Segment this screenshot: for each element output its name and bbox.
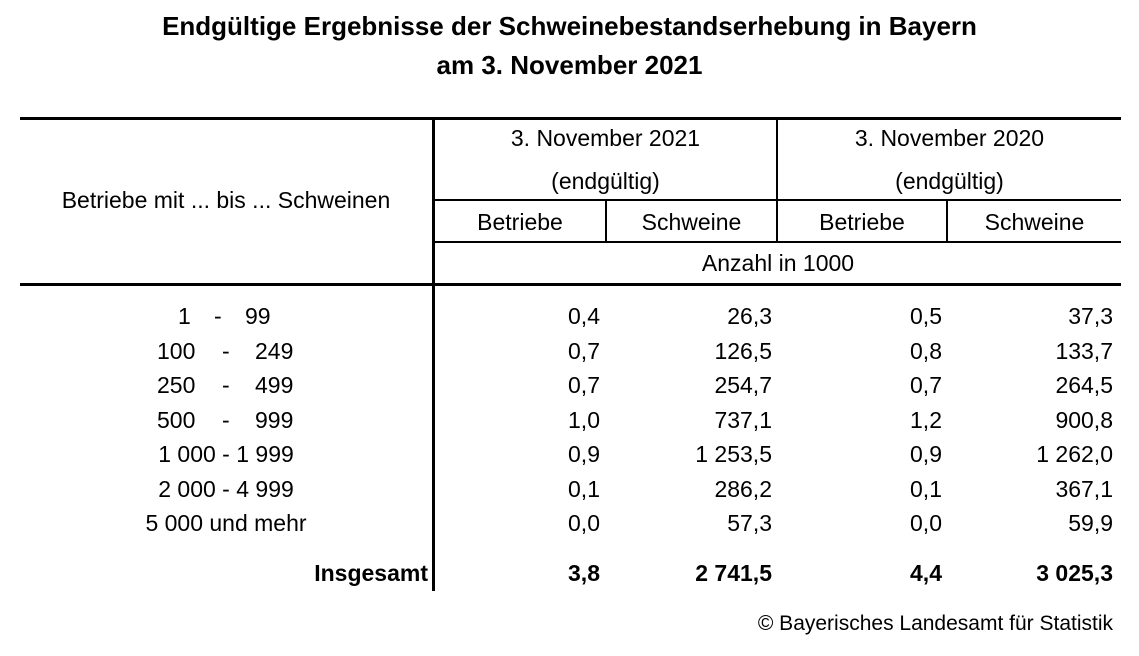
value-betriebe-2020: 0,8 — [910, 338, 942, 364]
value-betriebe-2020: 0,1 — [910, 476, 942, 502]
value-schweine-2020: 37,3 — [1068, 303, 1113, 329]
total-label: Insgesamt — [314, 560, 428, 586]
value-betriebe-2021: 0,7 — [568, 372, 600, 398]
stub-column-rule — [432, 117, 435, 591]
value-betriebe-2020: 1,2 — [910, 407, 942, 433]
value-schweine-2020: 59,9 — [1068, 510, 1113, 536]
group-2020-header: 3. November 2020 — [854, 125, 1045, 151]
range-sep: - — [222, 338, 230, 364]
range-label: 1 000 - 1 999 — [158, 441, 294, 467]
unit-header: Anzahl in 1000 — [701, 250, 855, 276]
value-betriebe-2020: 0,5 — [910, 303, 942, 329]
value-schweine-2021: 286,2 — [714, 476, 772, 502]
year-divider-rule — [776, 118, 778, 243]
group-2020-subheader: (endgültig) — [895, 168, 1004, 194]
value-schweine-2020: 133,7 — [1055, 338, 1113, 364]
value-betriebe-2020: 0,9 — [910, 441, 942, 467]
range-from: 100 — [157, 338, 196, 364]
value-schweine-2021: 254,7 — [714, 372, 772, 398]
value-schweine-2020: 1 262,0 — [1036, 441, 1113, 467]
col-divider-rule-2020 — [946, 199, 948, 243]
total-betriebe-2020: 4,4 — [910, 560, 942, 586]
range-from: 500 — [157, 407, 196, 433]
value-betriebe-2021: 0,4 — [568, 303, 600, 329]
value-betriebe-2020: 0,0 — [910, 510, 942, 536]
group-2021-subheader: (endgültig) — [551, 168, 660, 194]
value-schweine-2020: 900,8 — [1055, 407, 1113, 433]
range-sep: - — [214, 303, 222, 329]
range-to: 999 — [255, 407, 294, 433]
total-schweine-2021: 2 741,5 — [695, 560, 772, 586]
col-divider-rule-2021 — [605, 199, 607, 243]
range-label: 5 000 und mehr — [145, 510, 307, 536]
value-betriebe-2021: 0,0 — [568, 510, 600, 536]
col-header-betriebe-2020: Betriebe — [819, 209, 905, 235]
value-betriebe-2021: 0,7 — [568, 338, 600, 364]
value-betriebe-2020: 0,7 — [910, 372, 942, 398]
total-betriebe-2021: 3,8 — [568, 560, 600, 586]
range-sep: - — [222, 372, 230, 398]
header-bottom-rule — [20, 283, 1121, 286]
value-betriebe-2021: 1,0 — [568, 407, 600, 433]
col-header-schweine-2020: Schweine — [984, 209, 1085, 235]
value-betriebe-2021: 0,1 — [568, 476, 600, 502]
range-label: 2 000 - 4 999 — [158, 476, 294, 502]
value-schweine-2021: 1 253,5 — [695, 441, 772, 467]
title-line-1: Endgültige Ergebnisse der Schweinebestan… — [162, 11, 977, 41]
source-note: © Bayerisches Landesamt für Statistik — [757, 612, 1113, 635]
total-schweine-2020: 3 025,3 — [1036, 560, 1113, 586]
value-betriebe-2021: 0,9 — [568, 441, 600, 467]
value-schweine-2020: 264,5 — [1055, 372, 1113, 398]
value-schweine-2021: 737,1 — [714, 407, 772, 433]
range-to: 99 — [245, 303, 271, 329]
range-to: 499 — [255, 372, 294, 398]
value-schweine-2020: 367,1 — [1055, 476, 1113, 502]
col-header-schweine-2021: Schweine — [641, 209, 742, 235]
title-line-2: am 3. November 2021 — [436, 50, 703, 80]
col-header-betriebe-2021: Betriebe — [477, 209, 563, 235]
range-to: 249 — [255, 338, 294, 364]
range-from: 1 — [178, 303, 191, 329]
value-schweine-2021: 26,3 — [727, 303, 772, 329]
group-divider-rule — [435, 199, 1121, 201]
row-label-header: Betriebe mit ... bis ... Schweinen — [61, 187, 391, 213]
value-schweine-2021: 57,3 — [727, 510, 772, 536]
group-2021-header: 3. November 2021 — [510, 125, 701, 151]
value-schweine-2021: 126,5 — [714, 338, 772, 364]
range-sep: - — [222, 407, 230, 433]
range-from: 250 — [157, 372, 196, 398]
subheader-divider-rule — [435, 241, 1121, 243]
table-top-rule — [20, 117, 1121, 120]
